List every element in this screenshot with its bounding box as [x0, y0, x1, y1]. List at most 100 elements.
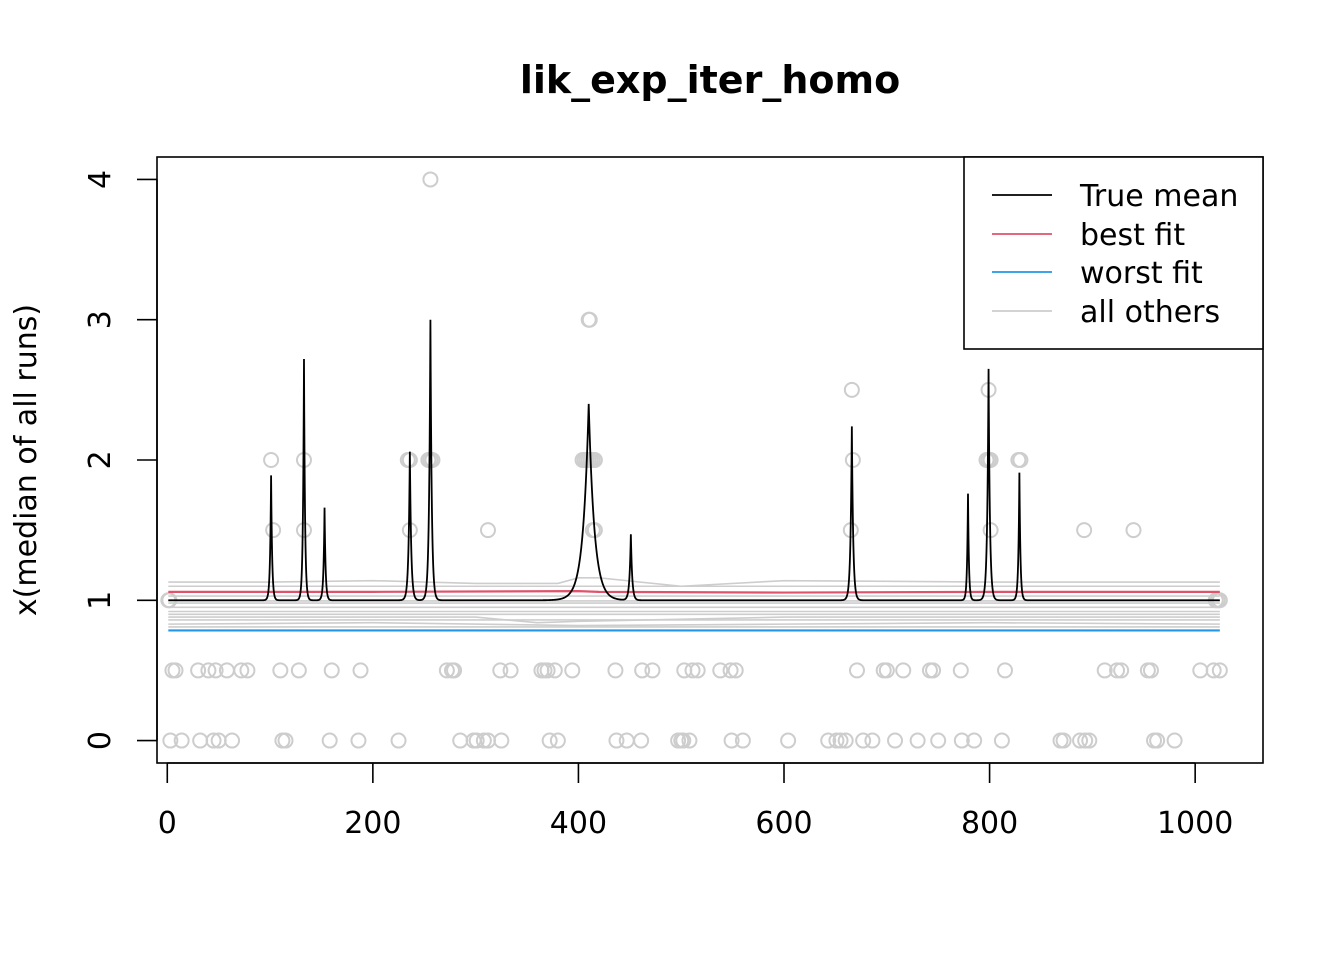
y-tick-label-4: 4 — [83, 170, 118, 189]
true-mean-line-group — [168, 319, 1220, 602]
data-point-74 — [895, 662, 912, 679]
data-point-64 — [644, 662, 661, 679]
y-axis-label: x(median of all runs) — [9, 304, 44, 616]
data-point-46 — [233, 662, 250, 679]
data-point-50 — [323, 662, 340, 679]
data-point-76 — [925, 662, 942, 679]
x-tick-label-5: 1000 — [1157, 806, 1233, 841]
data-point-59 — [539, 662, 556, 679]
data-point-118 — [832, 732, 849, 749]
data-point-130 — [1072, 732, 1089, 749]
data-point-27 — [982, 452, 999, 468]
other-run-line-9 — [168, 621, 1220, 627]
data-point-43 — [200, 662, 217, 679]
data-point-61 — [564, 662, 581, 679]
data-point-119 — [837, 732, 854, 749]
data-point-85 — [1205, 662, 1222, 679]
legend-label-true-mean: True mean — [1079, 179, 1238, 214]
data-point-23 — [586, 452, 603, 468]
data-point-68 — [712, 662, 729, 679]
fit-lines — [168, 590, 1220, 632]
data-point-63 — [634, 662, 651, 679]
y-axis: 0 1 2 3 4 — [83, 170, 158, 750]
data-point-30 — [265, 522, 282, 539]
data-point-62 — [607, 662, 624, 679]
data-point-104 — [541, 732, 558, 749]
data-point-125 — [953, 732, 970, 749]
other-run-line-0 — [168, 577, 1220, 588]
data-point-66 — [684, 662, 701, 679]
data-point-60 — [546, 662, 563, 679]
data-point-116 — [820, 732, 837, 749]
x-axis: 0 200 400 600 800 1000 — [158, 762, 1233, 841]
data-point-101 — [475, 732, 492, 749]
data-point-86 — [1211, 662, 1228, 679]
data-point-135 — [1166, 732, 1183, 749]
data-point-94 — [277, 732, 294, 749]
data-point-113 — [723, 732, 740, 749]
data-point-29 — [1012, 452, 1029, 468]
data-point-49 — [290, 662, 307, 679]
data-point-55 — [492, 662, 509, 679]
data-point-97 — [390, 732, 407, 749]
legend-label-worst-fit: worst fit — [1080, 256, 1203, 291]
data-point-80 — [1109, 662, 1126, 679]
data-point-124 — [930, 732, 947, 749]
data-point-95 — [321, 732, 338, 749]
data-point-54 — [446, 662, 463, 679]
data-point-5 — [422, 171, 439, 188]
data-point-132 — [1081, 732, 1098, 749]
data-point-114 — [734, 732, 751, 749]
data-point-83 — [1142, 662, 1159, 679]
x-tick-label-0: 0 — [158, 806, 177, 841]
data-point-78 — [997, 662, 1013, 679]
data-point-79 — [1096, 662, 1113, 679]
legend: True mean best fit worst fit all others — [963, 156, 1264, 350]
x-tick-label-1: 200 — [344, 806, 401, 841]
best-fit-line — [168, 590, 1220, 594]
y-tick-label-1: 1 — [83, 591, 118, 610]
data-point-10 — [263, 452, 280, 468]
data-point-134 — [1149, 732, 1166, 749]
data-point-112 — [681, 732, 698, 749]
data-point-39 — [1125, 522, 1142, 539]
data-point-117 — [828, 732, 845, 749]
data-point-96 — [350, 732, 367, 749]
y-tick-label-3: 3 — [83, 310, 118, 329]
data-point-111 — [675, 732, 692, 749]
data-point-81 — [1113, 662, 1130, 679]
data-point-56 — [502, 662, 519, 679]
data-point-51 — [352, 662, 369, 679]
data-point-88 — [173, 732, 190, 749]
data-point-42 — [190, 662, 207, 679]
data-point-33 — [479, 522, 496, 539]
data-point-115 — [780, 732, 797, 749]
true-mean-line — [168, 319, 1220, 602]
data-point-121 — [864, 732, 881, 749]
legend-box — [963, 156, 1264, 350]
data-point-7 — [581, 311, 598, 328]
x-tick-label-3: 600 — [755, 806, 812, 841]
data-point-47 — [239, 662, 256, 679]
data-point-77 — [952, 662, 969, 679]
data-point-38 — [1076, 522, 1093, 539]
data-point-67 — [689, 662, 706, 679]
other-run-line-7 — [168, 616, 1220, 624]
y-tick-label-2: 2 — [83, 450, 118, 469]
data-point-127 — [993, 732, 1010, 749]
data-point-71 — [848, 662, 865, 679]
data-point-120 — [855, 732, 872, 749]
data-point-122 — [887, 732, 904, 749]
data-point-126 — [966, 732, 983, 749]
data-point-44 — [207, 662, 224, 679]
data-point-48 — [272, 662, 289, 679]
data-point-103 — [493, 732, 510, 749]
chart-title: lik_exp_iter_homo — [520, 58, 900, 102]
data-point-69 — [722, 662, 739, 679]
x-tick-label-2: 400 — [550, 806, 607, 841]
data-point-105 — [549, 732, 566, 749]
data-point-70 — [727, 662, 744, 679]
data-point-106 — [608, 732, 625, 749]
data-point-92 — [224, 732, 241, 749]
